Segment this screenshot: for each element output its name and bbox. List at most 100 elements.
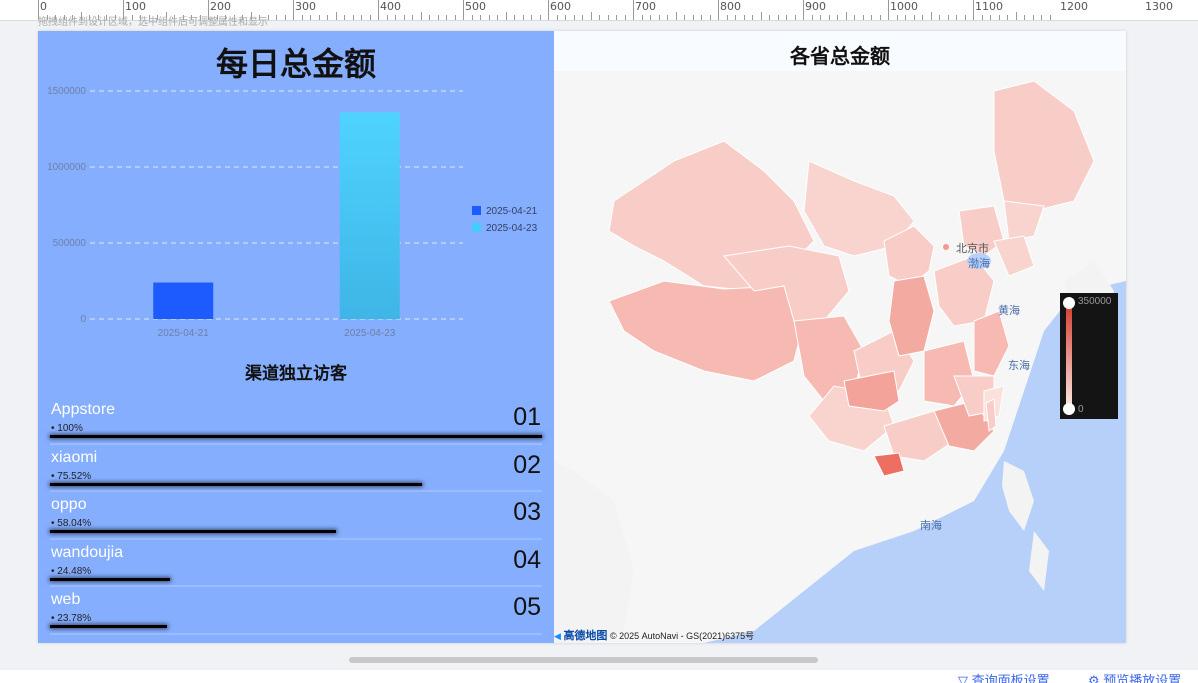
design-canvas[interactable]: 每日总金额 0 500000 1000000 1500000 2025-04-21 202…	[38, 31, 1126, 643]
list-item: xiaomi • 75.52% 02	[50, 445, 542, 492]
ruler-tick	[1024, 15, 1025, 20]
ruler-tick	[267, 15, 269, 20]
ruler-tick	[429, 15, 430, 20]
map-label-bohai: 渤海	[968, 258, 990, 270]
ruler-tick	[573, 15, 575, 20]
ruler-tick	[854, 15, 855, 20]
visual-map-min-handle[interactable]	[1063, 403, 1075, 415]
ruler-tick	[658, 15, 660, 20]
channel-rank: 02	[513, 450, 541, 479]
ruler-tick	[437, 15, 439, 20]
channel-progress-bar	[50, 435, 542, 438]
ruler-tick	[692, 15, 694, 20]
channel-name: Appstore	[51, 401, 116, 418]
ruler-tick	[556, 15, 558, 20]
ruler-tick	[369, 15, 371, 20]
ruler-tick	[590, 12, 592, 20]
ruler-tick	[361, 15, 362, 20]
ruler-tick	[157, 15, 158, 20]
channel-rank: 03	[513, 498, 541, 526]
visual-map-max-handle[interactable]	[1063, 297, 1075, 309]
ruler-tick	[216, 15, 218, 20]
visual-map-max-label: 350000	[1078, 296, 1112, 307]
ruler-label: 600	[550, 0, 571, 13]
legend-swatch	[472, 223, 481, 232]
channel-progress-bar	[50, 482, 422, 486]
ruler-label: 1200	[1060, 0, 1088, 13]
ruler-label: 400	[380, 0, 401, 13]
ruler-tick	[63, 15, 65, 20]
channel-visitors-title: 渠道独立访客	[245, 364, 347, 383]
ruler-tick	[803, 0, 804, 20]
ruler-tick	[140, 15, 141, 20]
ruler-tick	[548, 0, 549, 20]
ruler-tick	[667, 15, 668, 20]
legend-label: 2025-04-21	[486, 206, 538, 217]
ruler-tick	[913, 15, 915, 20]
ruler-tick	[650, 15, 651, 20]
channel-percent: • 23.78%	[51, 613, 92, 624]
ruler-tick	[599, 15, 600, 20]
channel-percent: • 24.48%	[51, 565, 92, 577]
ruler-tick	[828, 15, 830, 20]
horizontal-scrollbar[interactable]	[349, 657, 818, 663]
channel-rank: 05	[513, 593, 541, 621]
y-tick-label: 1000000	[47, 162, 86, 173]
ruler-tick	[879, 15, 881, 20]
ruler-tick	[89, 15, 90, 20]
china-map[interactable]	[554, 31, 1126, 643]
daily-amount-title: 每日总金额	[215, 46, 376, 82]
ruler-tick	[463, 0, 464, 20]
ruler-tick	[675, 12, 677, 20]
ruler-label: 1300	[1145, 0, 1173, 13]
ruler-tick	[862, 15, 864, 20]
visual-map-legend[interactable]: 350000 0	[1060, 293, 1118, 419]
channel-rank: 04	[513, 545, 541, 574]
ruler-tick	[1007, 15, 1008, 20]
ruler-tick	[947, 15, 949, 20]
ruler-label: 900	[805, 0, 826, 13]
ruler-label: 700	[635, 0, 656, 13]
ruler-label: 100	[125, 0, 146, 13]
ruler-tick	[497, 15, 498, 20]
ruler-tick	[97, 15, 99, 20]
ruler-tick	[684, 15, 685, 20]
ruler-tick	[259, 15, 260, 20]
ruler-tick	[760, 12, 762, 20]
ruler-tick	[191, 15, 192, 20]
query-panel-settings-link[interactable]: ▽ 查询面板设置	[958, 670, 1050, 683]
ruler-tick	[446, 15, 447, 20]
map-header: 各省总金额	[554, 31, 1126, 71]
ruler-tick	[403, 15, 405, 20]
y-tick-label: 500000	[53, 238, 87, 249]
channel-percent: • 100%	[51, 423, 83, 434]
ruler-tick	[114, 15, 116, 20]
ruler-tick	[412, 15, 413, 20]
x-tick-label: 2025-04-23	[344, 328, 396, 339]
ruler-tick	[531, 15, 532, 20]
ruler-tick	[46, 15, 48, 20]
channel-percent: • 58.04%	[51, 518, 92, 529]
province-map-panel[interactable]: 各省总金额 北京市 渤海 黄海 东海 南海 350000 0 ◀ 高德地图 © …	[554, 31, 1126, 643]
ruler-tick	[386, 15, 388, 20]
channel-name: wandoujia	[51, 543, 124, 561]
channel-name: xiaomi	[51, 448, 98, 466]
preview-settings-link[interactable]: ⚙ 预览播放设置	[1088, 670, 1181, 683]
channel-progress-bar	[50, 625, 167, 628]
ruler-tick	[148, 15, 150, 20]
ruler-tick	[38, 0, 39, 20]
map-label-huanghai: 黄海	[998, 305, 1020, 317]
ruler-tick	[505, 12, 507, 20]
ruler-tick	[1049, 15, 1051, 20]
ruler-tick	[956, 15, 957, 20]
amap-logo-icon: ◀	[554, 631, 561, 641]
x-tick-label: 2025-04-21	[158, 328, 210, 339]
bar-2025-04-21	[153, 282, 214, 319]
legend-swatch	[472, 206, 481, 215]
ruler-tick	[250, 12, 252, 20]
ruler-tick	[735, 15, 736, 20]
ruler-tick	[820, 15, 821, 20]
ruler-tick	[514, 15, 515, 20]
daily-amount-bar-chart[interactable]: 0 500000 1000000 1500000 2025-04-21 2025-04-2…	[38, 81, 554, 351]
ruler-tick	[718, 0, 719, 20]
